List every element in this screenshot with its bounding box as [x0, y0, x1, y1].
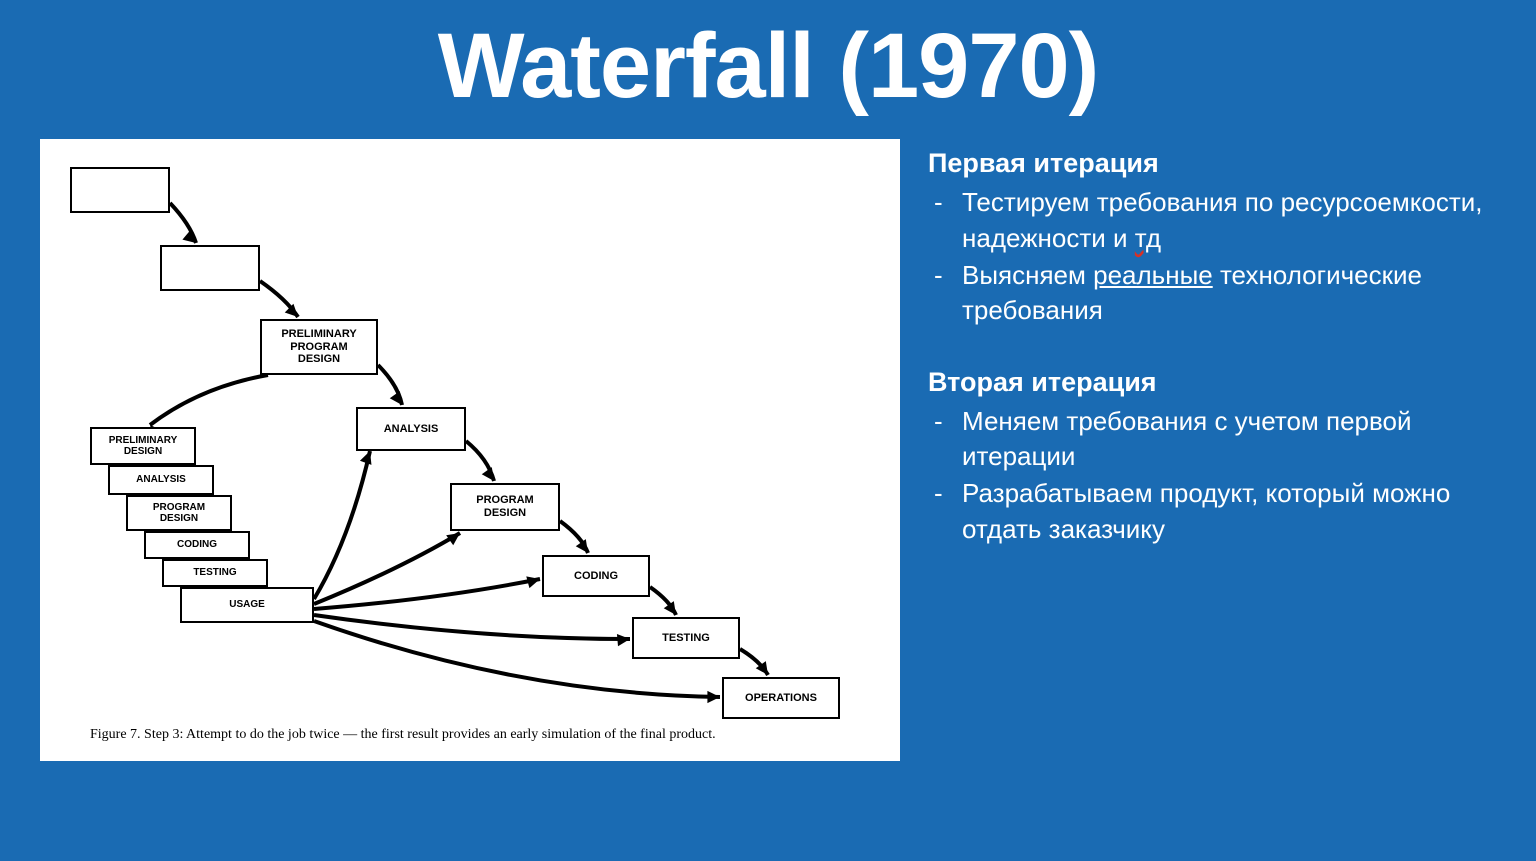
stack-node-s3: PROGRAMDESIGN: [126, 495, 232, 531]
content-row: PRELIMINARYPROGRAMDESIGNANALYSISPROGRAMD…: [0, 119, 1536, 861]
main-node-n4: ANALYSIS: [356, 407, 466, 451]
stack-node-s1: PRELIMINARYDESIGN: [90, 427, 196, 465]
list-item: -Разрабатываем продукт, который можно от…: [928, 476, 1504, 546]
list-item: -Тестируем требования по ресурсоемкости,…: [928, 185, 1504, 255]
main-node-n7: TESTING: [632, 617, 740, 659]
diagram-caption: Figure 7. Step 3: Attempt to do the job …: [90, 727, 850, 743]
stack-node-s6: USAGE: [180, 587, 314, 623]
bullet-list-1: -Меняем требования с учетом первой итера…: [928, 404, 1504, 546]
left-column: PRELIMINARYPROGRAMDESIGNANALYSISPROGRAMD…: [40, 139, 900, 837]
list-item: -Меняем требования с учетом первой итера…: [928, 404, 1504, 474]
arrow-s6-n5: [314, 533, 460, 604]
stack-node-s5: TESTING: [162, 559, 268, 587]
main-node-n5: PROGRAMDESIGN: [450, 483, 560, 531]
main-node-n2: [160, 245, 260, 291]
bullet-list-0: -Тестируем требования по ресурсоемкости,…: [928, 185, 1504, 327]
bullet-dash: -: [928, 476, 962, 546]
section-heading-0: Первая итерация: [928, 145, 1504, 181]
bullet-text: Меняем требования с учетом первой итерац…: [962, 404, 1504, 474]
stack-node-s2: ANALYSIS: [108, 465, 214, 495]
section-heading-1: Вторая итерация: [928, 364, 1504, 400]
arrow-s6-n6: [314, 579, 540, 609]
bullet-text: Разрабатываем продукт, который можно отд…: [962, 476, 1504, 546]
main-node-n8: OPERATIONS: [722, 677, 840, 719]
bullet-dash: -: [928, 404, 962, 474]
bullet-text: Тестируем требования по ресурсоемкости, …: [962, 185, 1504, 255]
main-node-n6: CODING: [542, 555, 650, 597]
main-node-n3: PRELIMINARYPROGRAMDESIGN: [260, 319, 378, 375]
arrow-s6-n4: [314, 451, 370, 599]
slide-title: Waterfall (1970): [0, 14, 1536, 119]
bullet-dash: -: [928, 185, 962, 255]
waterfall-diagram: PRELIMINARYPROGRAMDESIGNANALYSISPROGRAMD…: [40, 139, 900, 761]
list-item: -Выясняем реальные технологические требо…: [928, 258, 1504, 328]
stack-node-s4: CODING: [144, 531, 250, 559]
arrow-n3-s1: [150, 375, 268, 425]
slide: Waterfall (1970) PRELIMINARYPROGRAMDESIG…: [0, 0, 1536, 861]
main-node-n1: [70, 167, 170, 213]
right-column: Первая итерация-Тестируем требования по …: [928, 139, 1504, 837]
bullet-dash: -: [928, 258, 962, 328]
bullet-text: Выясняем реальные технологические требов…: [962, 258, 1504, 328]
